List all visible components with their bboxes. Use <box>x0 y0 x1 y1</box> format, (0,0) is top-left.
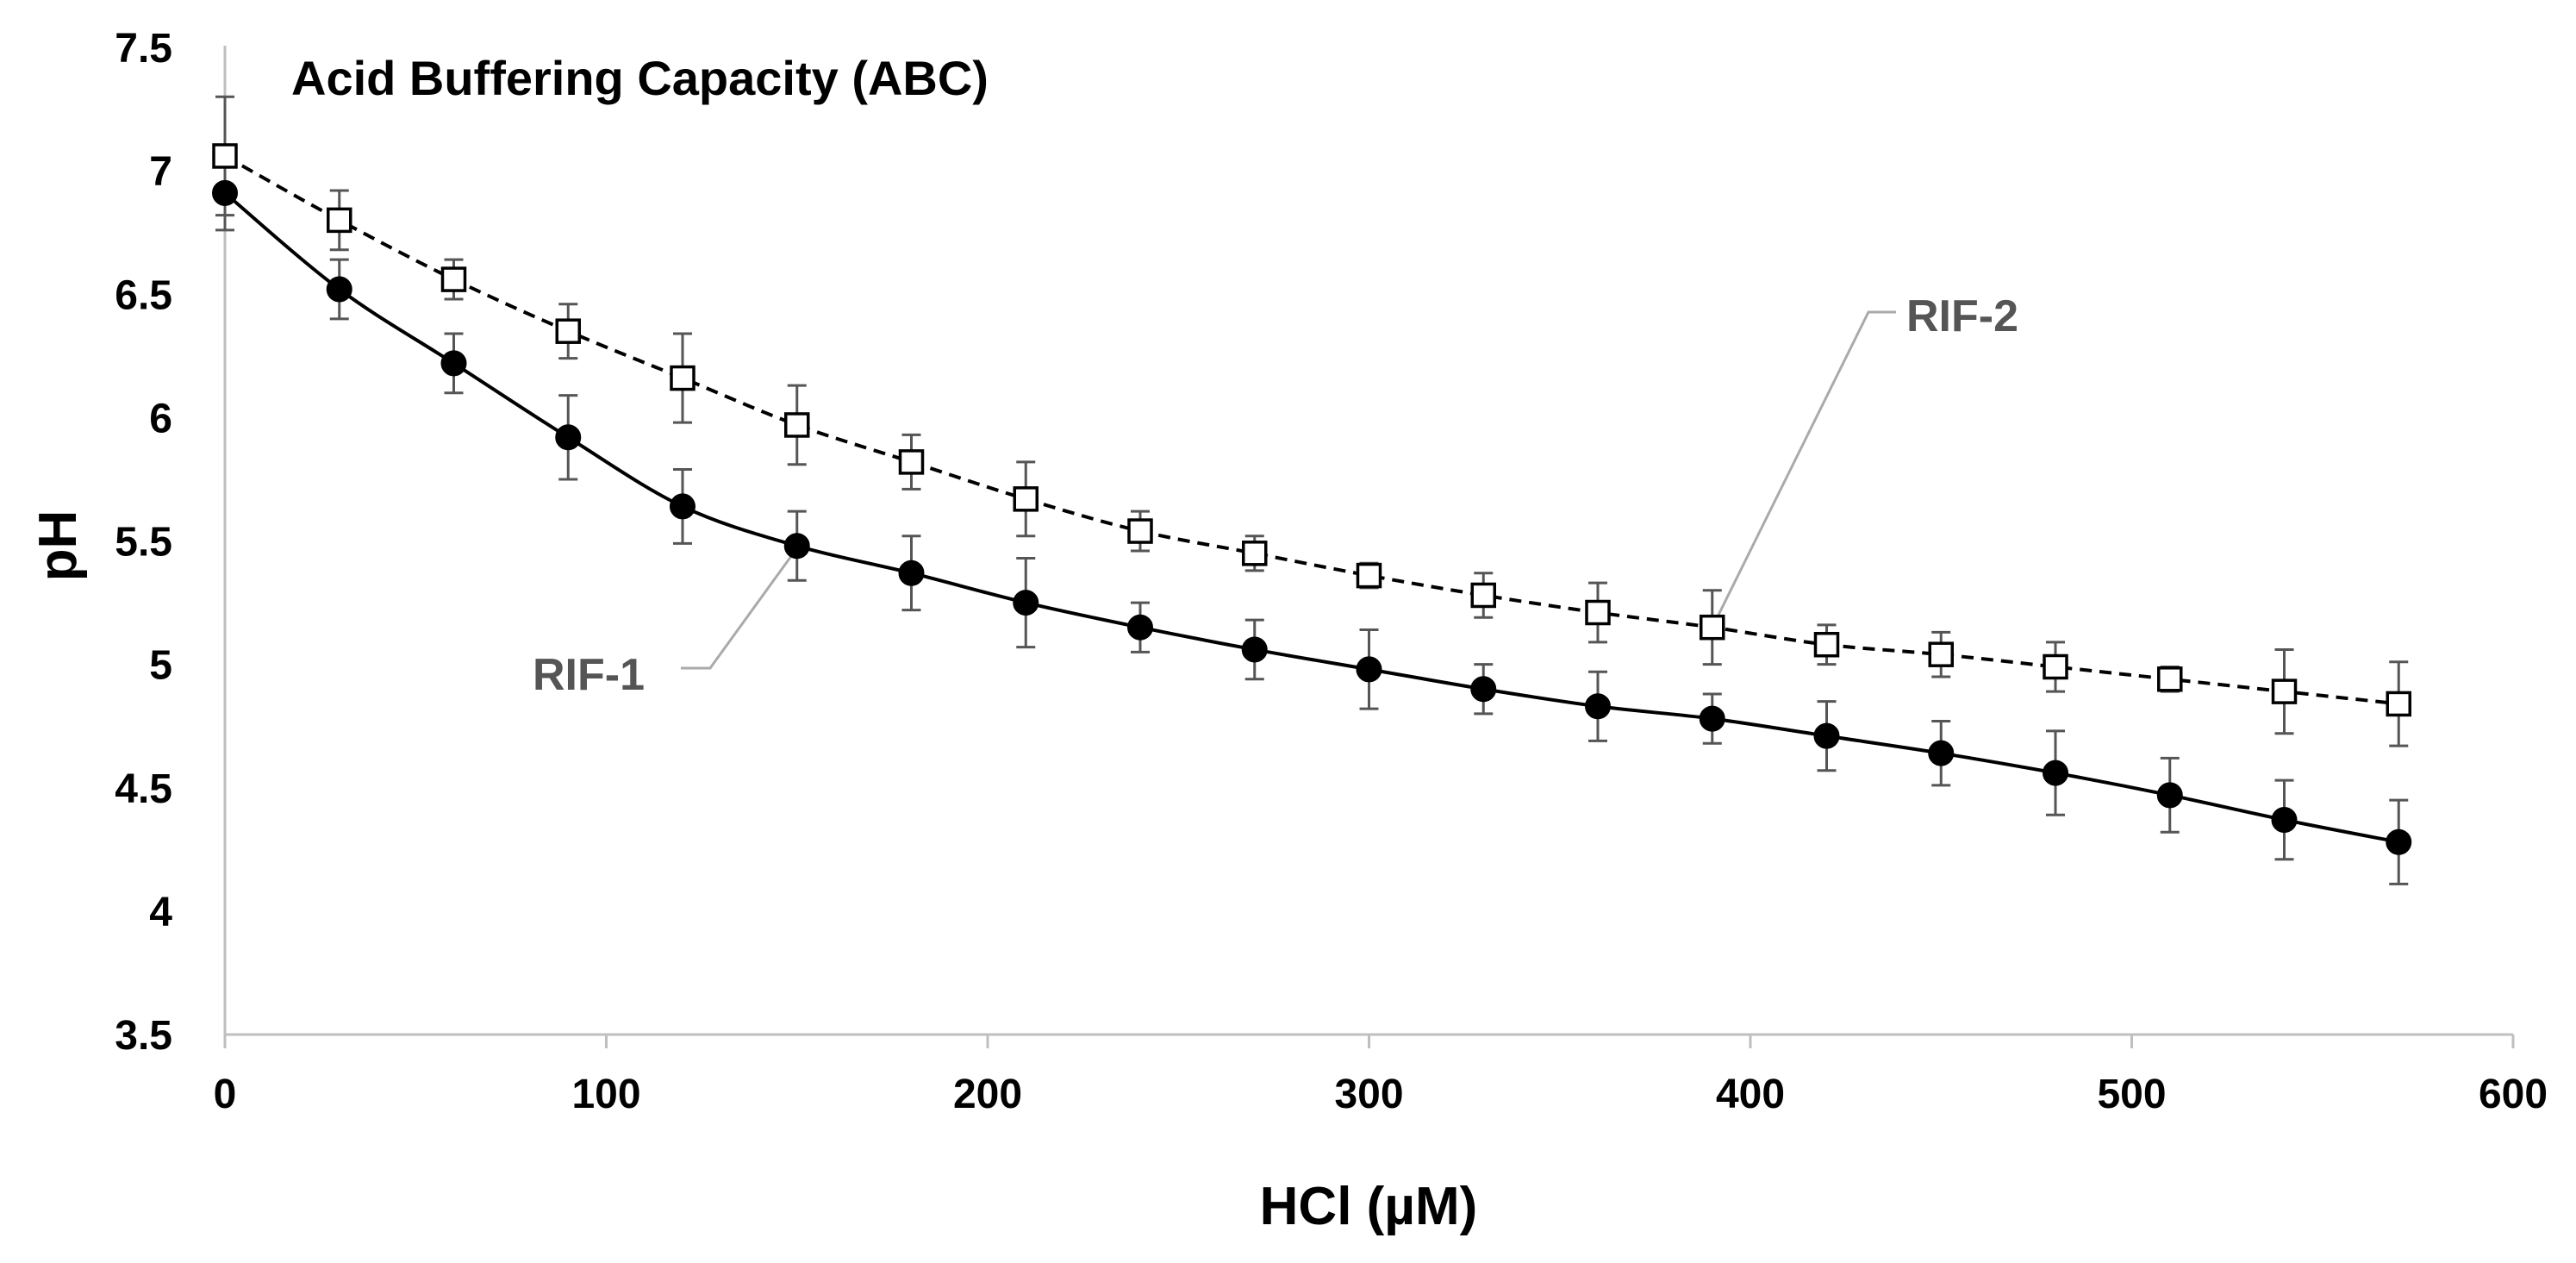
x-tick-label: 200 <box>953 1072 1022 1117</box>
data-point-rif-1 <box>2271 806 2298 833</box>
y-tick-label: 3.5 <box>115 1013 172 1059</box>
y-axis-title: pH <box>28 510 88 582</box>
chart-title: Acid Buffering Capacity (ABC) <box>291 51 989 105</box>
data-point-rif-2 <box>555 318 581 344</box>
data-point-rif-1 <box>1127 614 1153 641</box>
x-tick-label: 100 <box>571 1072 640 1117</box>
x-tick-label: 400 <box>1716 1072 1785 1117</box>
y-tick-label: 4.5 <box>115 766 172 812</box>
x-tick-label: 600 <box>2479 1072 2548 1117</box>
data-point-rif-1 <box>2156 782 2183 809</box>
data-point-rif-2 <box>1356 562 1382 589</box>
series-lines <box>223 154 2399 844</box>
data-point-rif-2 <box>1700 614 1725 641</box>
series-label-rif-2: RIF-2 <box>1906 291 2018 341</box>
data-point-rif-1 <box>2043 760 2068 786</box>
data-point-rif-1 <box>440 350 467 377</box>
data-point-rif-1 <box>1241 636 1268 663</box>
data-point-rif-1 <box>326 276 352 303</box>
data-point-rif-2 <box>2157 666 2183 692</box>
data-points <box>212 143 2412 855</box>
data-point-rif-2 <box>327 207 352 234</box>
series-label-rif-1: RIF-1 <box>533 650 645 700</box>
data-point-rif-1 <box>2386 828 2412 855</box>
data-point-rif-1 <box>783 533 810 560</box>
data-point-rif-1 <box>1585 693 1611 720</box>
data-point-rif-2 <box>212 143 238 169</box>
data-point-rif-1 <box>670 493 695 520</box>
x-axis-title: HCl (µM) <box>1260 1177 1478 1236</box>
data-point-rif-2 <box>670 365 695 391</box>
x-tick-label: 300 <box>1334 1072 1403 1117</box>
data-point-rif-1 <box>1013 590 1039 616</box>
y-tick-label: 7 <box>149 149 172 195</box>
y-tick-label: 7.5 <box>115 26 172 72</box>
data-point-rif-1 <box>1699 705 1725 732</box>
label-leader-lines <box>681 310 1896 670</box>
x-tick-label: 0 <box>214 1072 237 1117</box>
leader-line-rif-1 <box>681 552 795 670</box>
data-point-rif-1 <box>1813 722 1840 749</box>
data-point-rif-2 <box>1013 486 1039 512</box>
data-point-rif-1 <box>898 560 925 586</box>
data-point-rif-2 <box>2386 691 2411 717</box>
y-tick-label: 4 <box>149 890 172 935</box>
data-point-rif-2 <box>1928 641 1954 667</box>
y-tick-label: 6 <box>149 396 172 441</box>
data-point-rif-2 <box>1242 541 1268 566</box>
data-point-rif-1 <box>1928 740 1955 766</box>
y-tick-label: 5 <box>149 643 172 689</box>
x-tick-label: 500 <box>2097 1072 2166 1117</box>
data-point-rif-2 <box>784 412 810 438</box>
data-point-rif-2 <box>1470 582 1496 609</box>
series-line-rif-2 <box>224 154 2399 706</box>
data-point-rif-2 <box>898 449 925 475</box>
axes <box>223 46 2515 1048</box>
data-point-rif-2 <box>1813 631 1840 658</box>
data-point-rif-1 <box>555 424 582 451</box>
data-point-rif-1 <box>1470 676 1497 703</box>
data-point-rif-2 <box>440 266 467 292</box>
data-point-rif-2 <box>2043 653 2068 680</box>
series-line-rif-1 <box>223 191 2399 844</box>
leader-line-rif-2 <box>1714 310 1896 622</box>
y-tick-label: 6.5 <box>115 272 172 318</box>
data-point-rif-1 <box>212 179 238 206</box>
y-tick-label: 5.5 <box>115 520 172 566</box>
data-point-rif-2 <box>1127 518 1153 544</box>
data-point-rif-1 <box>1356 656 1382 683</box>
data-point-rif-2 <box>2271 678 2298 704</box>
error-bars <box>215 95 2409 885</box>
data-point-rif-2 <box>1585 599 1611 626</box>
tick-labels: 0 100 200 300 400 500 600 3.5 4 4.5 5 5.5 6 6.5 7 7.5 <box>115 26 2548 1117</box>
